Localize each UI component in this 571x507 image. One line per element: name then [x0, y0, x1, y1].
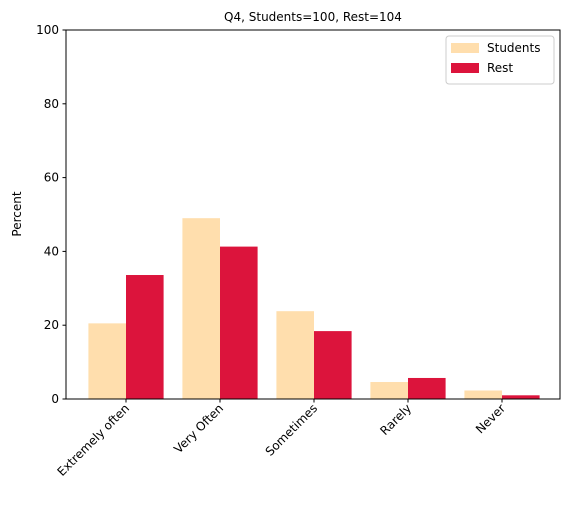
y-tick-label: 100: [36, 23, 59, 37]
legend-label-rest: Rest: [487, 61, 513, 75]
plot-area: [88, 218, 540, 399]
legend: Students Rest: [445, 35, 555, 85]
bar-rest-2: [314, 331, 352, 399]
bar-students-1: [182, 218, 220, 399]
legend-label-students: Students: [487, 41, 541, 55]
y-tick-label: 20: [44, 318, 59, 332]
bar-students-3: [370, 382, 408, 399]
bar-students-2: [276, 311, 314, 399]
bar-rest-4: [502, 395, 540, 399]
bar-students-4: [464, 390, 502, 399]
y-tick-label: 80: [44, 97, 59, 111]
bar-rest-0: [126, 275, 164, 399]
bar-students-0: [88, 323, 126, 399]
y-tick-label: 60: [44, 171, 59, 185]
axes-frame: [65, 29, 561, 400]
bar-rest-3: [408, 377, 446, 399]
y-tick-label: 40: [44, 244, 59, 258]
legend-swatch-rest: [451, 63, 479, 73]
chart-title: Q4, Students=100, Rest=104: [224, 10, 402, 24]
y-axis-label: Percent: [10, 191, 24, 236]
y-tick-label: 0: [51, 392, 59, 406]
legend-swatch-students: [451, 43, 479, 53]
bar-rest-1: [220, 246, 258, 399]
